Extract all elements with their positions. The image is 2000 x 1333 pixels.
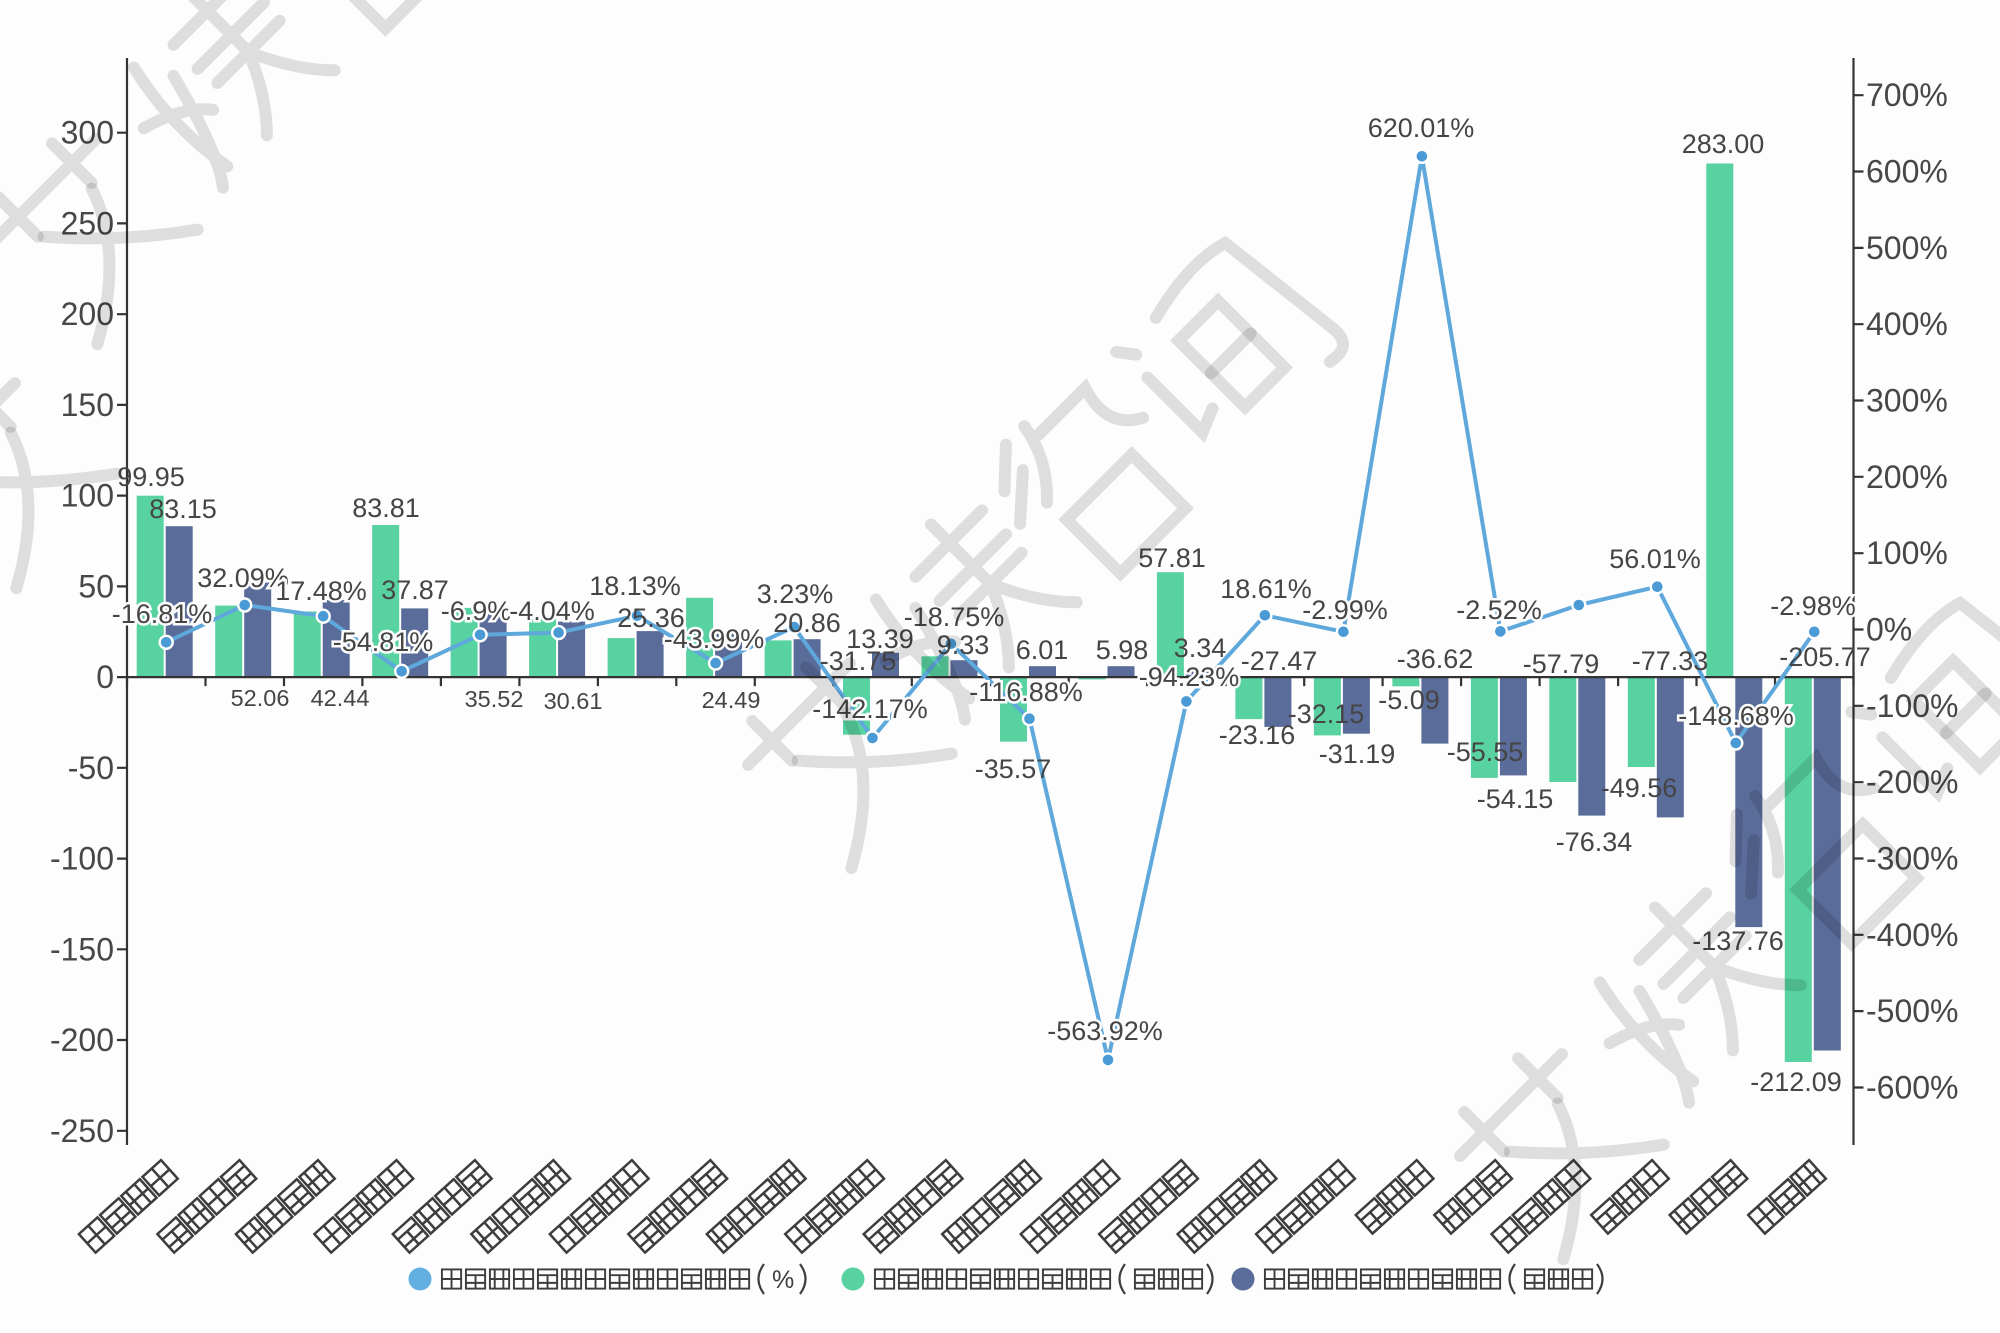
svg-text:32.09%: 32.09% [197, 563, 289, 593]
svg-text:-32.15: -32.15 [1288, 699, 1365, 729]
svg-text:620.01%: 620.01% [1368, 113, 1475, 143]
svg-text:-2.52%: -2.52% [1456, 595, 1542, 625]
svg-text:600%: 600% [1866, 154, 1948, 190]
svg-text:100%: 100% [1866, 535, 1948, 571]
svg-text:-500%: -500% [1866, 993, 1959, 1029]
svg-text:-250: -250 [50, 1113, 114, 1149]
svg-text:-2.99%: -2.99% [1302, 595, 1388, 625]
svg-text:-31.19: -31.19 [1319, 739, 1396, 769]
svg-text:18.13%: 18.13% [589, 571, 681, 601]
svg-text:-50: -50 [68, 750, 114, 786]
svg-text:25.36: 25.36 [617, 603, 685, 633]
svg-text:83.81: 83.81 [352, 493, 420, 523]
svg-text:-23.16: -23.16 [1219, 720, 1296, 750]
svg-text:-54.15: -54.15 [1477, 784, 1554, 814]
svg-text:-205.77: -205.77 [1779, 642, 1871, 672]
svg-text:-563.92%: -563.92% [1047, 1016, 1163, 1046]
svg-text:6.01: 6.01 [1016, 635, 1069, 665]
svg-text:42.44: 42.44 [311, 685, 370, 711]
svg-text:83.15: 83.15 [149, 494, 217, 524]
svg-text:283.00: 283.00 [1682, 129, 1765, 159]
svg-text:20.86: 20.86 [773, 608, 841, 638]
svg-text:-36.62: -36.62 [1397, 644, 1474, 674]
svg-text:%: % [772, 1266, 794, 1294]
svg-text:-142.17%: -142.17% [812, 694, 928, 724]
svg-text:-5.09: -5.09 [1378, 685, 1440, 715]
svg-text:-35.57: -35.57 [975, 754, 1052, 784]
svg-text:-55.55: -55.55 [1447, 737, 1524, 767]
svg-text:-2.98%: -2.98% [1770, 591, 1856, 621]
svg-text:52.06: 52.06 [231, 685, 290, 711]
svg-text:50: 50 [78, 568, 114, 604]
svg-text:17.48%: 17.48% [275, 576, 367, 606]
svg-text:35.52: 35.52 [465, 686, 524, 712]
svg-text:700%: 700% [1866, 77, 1948, 113]
svg-text:-49.56: -49.56 [1601, 773, 1678, 803]
svg-text:-57.79: -57.79 [1523, 649, 1600, 679]
svg-text:-212.09: -212.09 [1750, 1067, 1842, 1097]
svg-text:0: 0 [96, 659, 114, 695]
svg-text:-150: -150 [50, 931, 114, 967]
svg-text:24.49: 24.49 [702, 687, 761, 713]
svg-text:-94.23%: -94.23% [1139, 662, 1240, 692]
svg-text:500%: 500% [1866, 230, 1948, 266]
svg-text:30.61: 30.61 [544, 688, 603, 714]
svg-text:-16.81%: -16.81% [112, 599, 213, 629]
svg-text:-200: -200 [50, 1022, 114, 1058]
svg-text:5.98: 5.98 [1096, 635, 1149, 665]
svg-text:-600%: -600% [1866, 1070, 1959, 1106]
svg-text:-43.99%: -43.99% [664, 624, 765, 654]
svg-text:200%: 200% [1866, 459, 1948, 495]
svg-text:-27.47: -27.47 [1241, 646, 1318, 676]
svg-text:-77.33: -77.33 [1632, 646, 1709, 676]
svg-text:300%: 300% [1866, 383, 1948, 419]
svg-text:-400%: -400% [1866, 917, 1959, 953]
svg-text:37.87: 37.87 [381, 575, 449, 605]
svg-text:3.34: 3.34 [1174, 633, 1227, 663]
svg-text:18.61%: 18.61% [1220, 574, 1312, 604]
svg-text:3.23%: 3.23% [757, 579, 834, 609]
svg-text:-116.88%: -116.88% [969, 677, 1083, 707]
svg-text:-54.81%: -54.81% [333, 627, 434, 657]
svg-text:0%: 0% [1866, 612, 1912, 648]
svg-text:56.01%: 56.01% [1609, 544, 1701, 574]
svg-text:150: 150 [61, 387, 114, 423]
svg-text:-4.04%: -4.04% [509, 596, 595, 626]
svg-text:400%: 400% [1866, 306, 1948, 342]
svg-text:-76.34: -76.34 [1556, 827, 1633, 857]
svg-text:-148.68%: -148.68% [1678, 701, 1794, 731]
svg-text:-6.9%: -6.9% [441, 596, 512, 626]
svg-text:99.95: 99.95 [117, 462, 185, 492]
svg-text:-100: -100 [50, 841, 114, 877]
